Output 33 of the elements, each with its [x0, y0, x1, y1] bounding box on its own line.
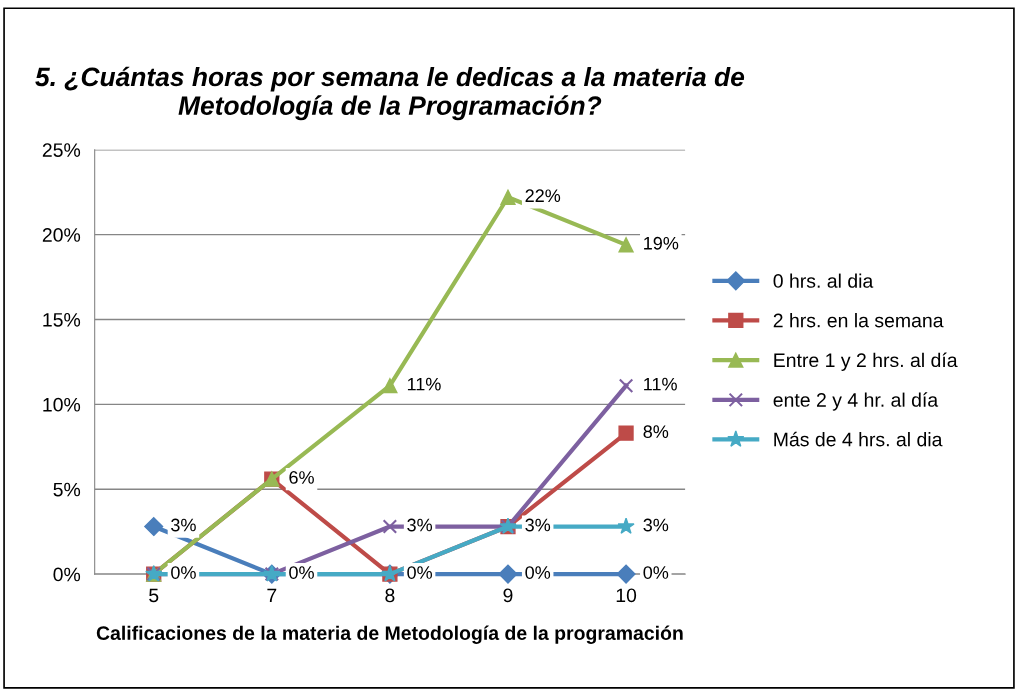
legend-label: Más de 4 hrs. al dia	[774, 431, 943, 447]
data-label: 11%	[407, 377, 441, 391]
legend-label: ente 2 y 4 hr. al día	[773, 392, 939, 411]
x-tick-label: 5	[149, 588, 159, 603]
data-label: 0%	[289, 566, 314, 579]
legend-label: Entre 1 y 2 hrs. al día	[774, 352, 958, 371]
y-tick-label: 15%	[43, 313, 81, 327]
legend-label: 2 hrs. en la semana	[773, 313, 944, 328]
data-label: 8%	[643, 425, 669, 439]
data-label: 0%	[525, 566, 551, 579]
x-tick-label: 10	[616, 588, 637, 603]
data-label: 0%	[643, 566, 669, 579]
data-label: 3%	[525, 518, 551, 532]
chart-title: 5. ¿Cuántas horas por semana le dedicas a la materia de Metodología de la Programación?	[35, 66, 745, 121]
y-tick-label: 5%	[53, 482, 81, 497]
x-tick-label: 7	[267, 588, 277, 603]
data-label: 3%	[407, 518, 433, 532]
data-label: 3%	[643, 518, 669, 532]
data-label: 11%	[644, 377, 677, 391]
y-tick-label: 0%	[53, 567, 81, 582]
data-label: 22%	[525, 189, 561, 203]
x-axis-title: Calificaciones de la materia de Metodología de la programación	[96, 625, 683, 644]
legend-label: 0 hrs. al dia	[773, 273, 874, 288]
x-tick-label: 8	[385, 588, 395, 603]
y-tick-label: 25%	[42, 143, 81, 157]
data-label: 0%	[171, 566, 196, 579]
data-label: 0%	[407, 566, 433, 579]
y-tick-label: 20%	[42, 228, 81, 242]
data-label: 6%	[289, 471, 314, 484]
data-label: 3%	[171, 518, 196, 532]
y-tick-label: 10%	[43, 397, 81, 412]
data-label: 19%	[644, 236, 679, 250]
x-tick-label: 9	[503, 588, 513, 603]
